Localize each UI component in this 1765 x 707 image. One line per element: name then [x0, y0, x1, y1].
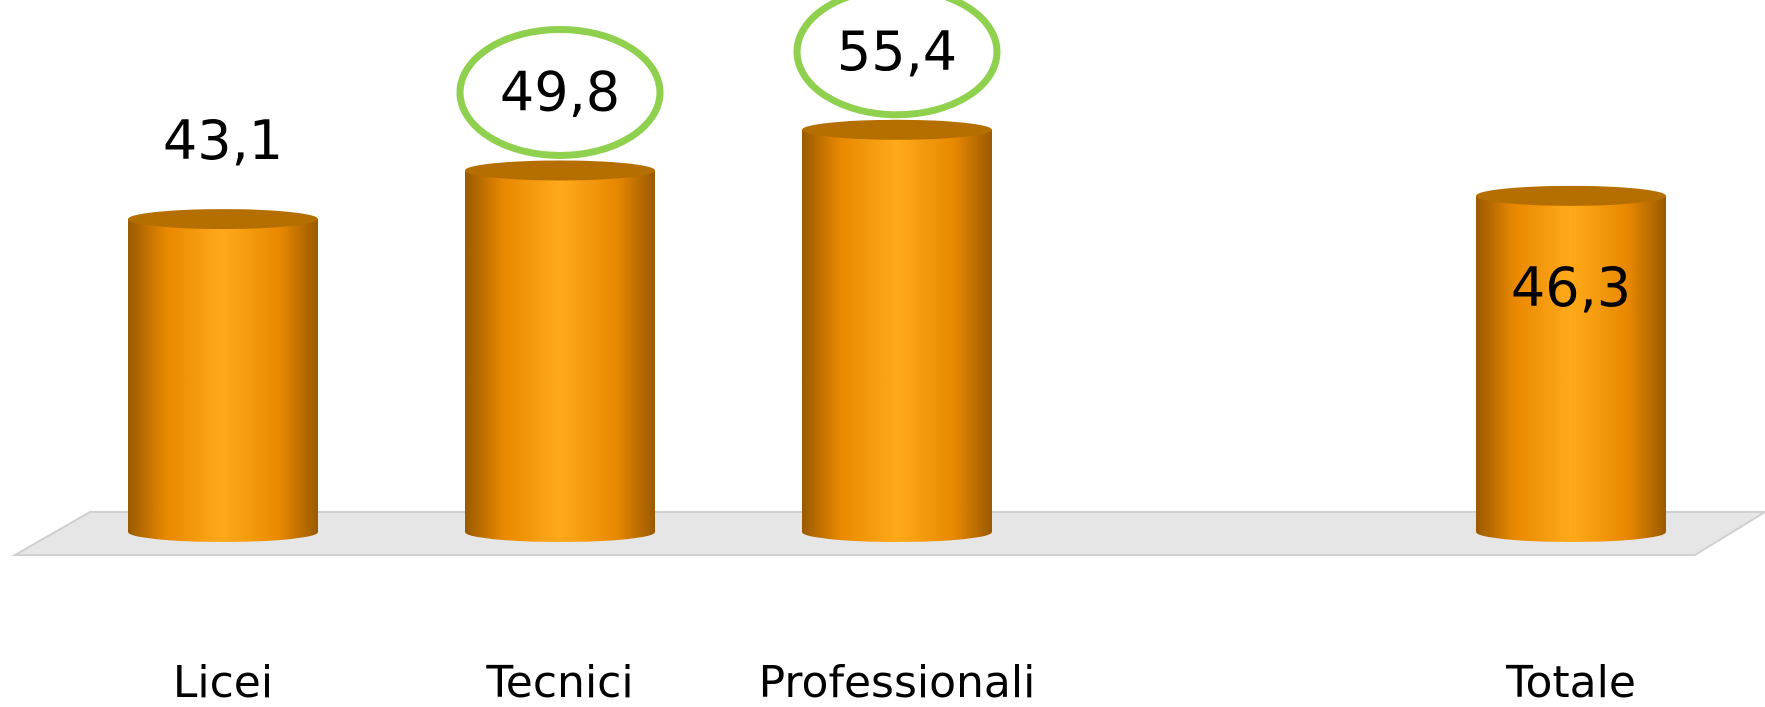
category-label: Totale [1505, 657, 1636, 707]
bar-bottom-cap [802, 522, 992, 542]
bar-body [1476, 195, 1666, 532]
value-label: 49,8 [500, 60, 620, 123]
bar-top-cap [465, 160, 655, 181]
value-label: 55,4 [837, 20, 957, 83]
bar-bottom-cap [1476, 522, 1666, 542]
category-label: Professionali [759, 657, 1036, 707]
value-label: 46,3 [1511, 256, 1631, 319]
highlight-ring [793, 0, 1001, 119]
bar-top-cap [802, 119, 992, 140]
bar-bottom-cap [128, 522, 318, 542]
category-label: Tecnici [485, 657, 633, 707]
bar-body [128, 219, 318, 532]
bar-body [802, 129, 992, 532]
bar-bottom-cap [465, 522, 655, 542]
highlight-ring [456, 25, 664, 159]
value-label: 43,1 [163, 109, 283, 172]
bar-top-cap [1476, 185, 1666, 206]
category-label: Licei [173, 657, 273, 707]
bar-top-cap [128, 209, 318, 230]
bar-body [465, 170, 655, 532]
